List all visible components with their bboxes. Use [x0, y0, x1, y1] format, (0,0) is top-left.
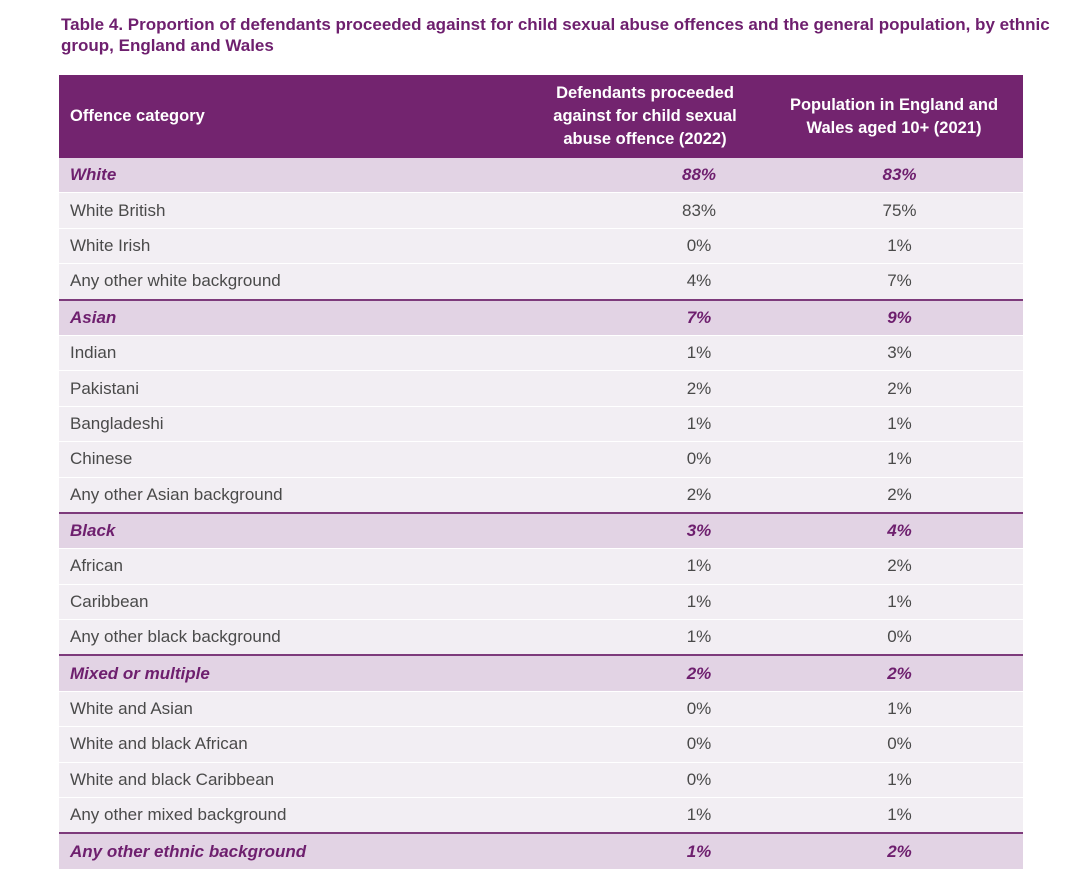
group-row: Black 3% 4% — [59, 511, 1023, 550]
population-cell: 2% — [765, 654, 1023, 692]
population-cell: 1% — [765, 762, 1023, 799]
population-cell: 1% — [765, 584, 1023, 621]
ethnicity-table: Offence category Defendants proceeded ag… — [59, 75, 1023, 870]
category-cell: White and black Caribbean — [59, 762, 525, 799]
table-row: White Irish 0% 1% — [59, 228, 1023, 265]
defendants-cell: 0% — [525, 441, 765, 478]
category-cell: White — [59, 158, 525, 194]
table-row: Any other black background 1% 0% — [59, 619, 1023, 656]
table-row: Bangladeshi 1% 1% — [59, 406, 1023, 443]
defendants-cell: 0% — [525, 691, 765, 728]
population-cell: 2% — [765, 832, 1023, 870]
table-row: Pakistani 2% 2% — [59, 370, 1023, 407]
population-cell: 75% — [765, 192, 1023, 229]
population-cell: 1% — [765, 406, 1023, 443]
category-cell: Any other white background — [59, 263, 525, 301]
category-cell: Pakistani — [59, 370, 525, 407]
group-row: White 88% 83% — [59, 158, 1023, 194]
category-cell: Any other Asian background — [59, 477, 525, 514]
population-cell: 2% — [765, 370, 1023, 407]
defendants-cell: 1% — [525, 406, 765, 443]
group-row: Mixed or multiple 2% 2% — [59, 654, 1023, 692]
category-cell: Chinese — [59, 441, 525, 478]
category-cell: Mixed or multiple — [59, 654, 525, 692]
population-cell: 1% — [765, 797, 1023, 834]
category-cell: Any other ethnic background — [59, 832, 525, 870]
population-cell: 0% — [765, 726, 1023, 763]
category-cell: White Irish — [59, 228, 525, 265]
defendants-cell: 0% — [525, 726, 765, 763]
category-cell: Caribbean — [59, 584, 525, 621]
population-cell: 83% — [765, 158, 1023, 194]
table-row: Indian 1% 3% — [59, 335, 1023, 372]
defendants-cell: 2% — [525, 654, 765, 692]
table-row: Caribbean 1% 1% — [59, 584, 1023, 621]
table-row: Chinese 0% 1% — [59, 441, 1023, 478]
category-cell: African — [59, 548, 525, 585]
defendants-cell: 0% — [525, 228, 765, 265]
defendants-cell: 7% — [525, 298, 765, 336]
population-cell: 7% — [765, 263, 1023, 301]
defendants-cell: 3% — [525, 511, 765, 550]
table-row: African 1% 2% — [59, 548, 1023, 585]
defendants-cell: 1% — [525, 584, 765, 621]
defendants-cell: 1% — [525, 797, 765, 834]
column-header-defendants: Defendants proceeded against for child s… — [553, 84, 737, 148]
table-body: White 88% 83% White British 83% 75% White Iris… — [59, 158, 1023, 870]
population-cell: 4% — [765, 511, 1023, 550]
population-cell: 1% — [765, 691, 1023, 728]
column-header-category: Offence category — [70, 107, 205, 125]
defendants-cell: 1% — [525, 548, 765, 585]
population-cell: 1% — [765, 228, 1023, 265]
category-cell: Indian — [59, 335, 525, 372]
population-cell: 0% — [765, 619, 1023, 656]
defendants-cell: 0% — [525, 762, 765, 799]
table-row: Any other Asian background 2% 2% — [59, 477, 1023, 514]
table-row: Any other mixed background 1% 1% — [59, 797, 1023, 834]
defendants-cell: 1% — [525, 335, 765, 372]
table-title: Table 4. Proportion of defendants procee… — [61, 15, 1050, 55]
defendants-cell: 1% — [525, 832, 765, 870]
group-row: Asian 7% 9% — [59, 298, 1023, 336]
category-cell: White and Asian — [59, 691, 525, 728]
table-row: White and black African 0% 0% — [59, 726, 1023, 763]
defendants-cell: 1% — [525, 619, 765, 656]
column-header-population: Population in England and Wales aged 10+… — [789, 95, 999, 137]
table-header-row: Offence category Defendants proceeded ag… — [59, 75, 1023, 158]
category-cell: Asian — [59, 298, 525, 336]
population-cell: 2% — [765, 477, 1023, 514]
defendants-cell: 83% — [525, 192, 765, 229]
defendants-cell: 2% — [525, 370, 765, 407]
group-row: Any other ethnic background 1% 2% — [59, 832, 1023, 870]
category-cell: Black — [59, 511, 525, 550]
category-cell: Any other mixed background — [59, 797, 525, 834]
population-cell: 2% — [765, 548, 1023, 585]
population-cell: 9% — [765, 298, 1023, 336]
category-cell: White and black African — [59, 726, 525, 763]
table-row: White and black Caribbean 0% 1% — [59, 762, 1023, 799]
defendants-cell: 88% — [525, 158, 765, 194]
defendants-cell: 4% — [525, 263, 765, 301]
category-cell: Any other black background — [59, 619, 525, 656]
population-cell: 1% — [765, 441, 1023, 478]
table-row: White and Asian 0% 1% — [59, 691, 1023, 728]
table-row: Any other white background 4% 7% — [59, 263, 1023, 301]
table-row: White British 83% 75% — [59, 192, 1023, 229]
category-cell: White British — [59, 192, 525, 229]
defendants-cell: 2% — [525, 477, 765, 514]
category-cell: Bangladeshi — [59, 406, 525, 443]
population-cell: 3% — [765, 335, 1023, 372]
